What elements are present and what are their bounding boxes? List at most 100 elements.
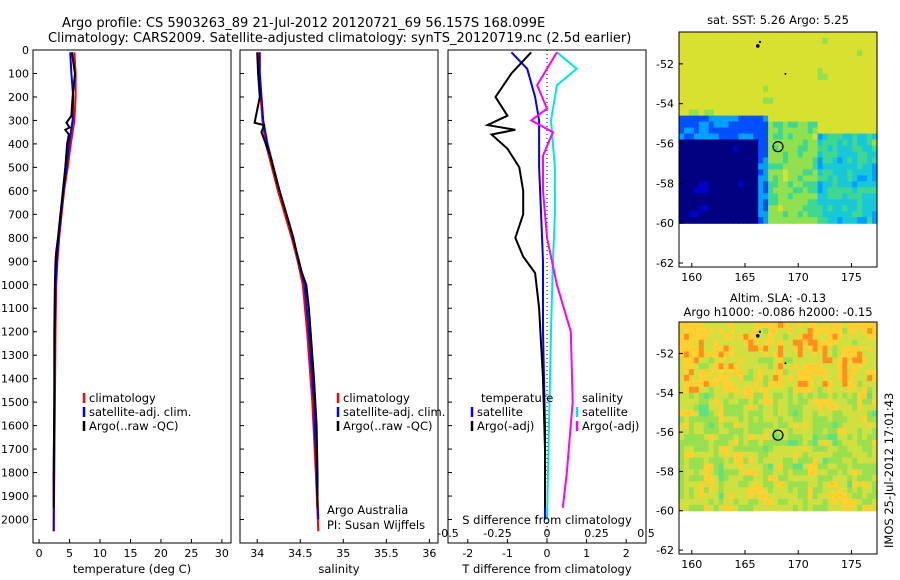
map-cell [728,211,735,218]
map-cell [802,49,809,57]
map-cell [862,375,868,382]
map-cell [812,333,819,341]
map-cell [748,322,754,329]
map-cell [758,79,764,87]
map-cell [847,451,853,459]
profile-location-marker [772,141,784,153]
map-cell [797,157,804,165]
map-cell [782,469,789,476]
y-tick-label: 600 [8,185,29,198]
map-cell [857,37,863,45]
map-cell [723,469,730,476]
map-cell [768,193,774,200]
map-cell [748,73,754,81]
map-cell [817,322,824,329]
map-cell [693,345,700,353]
map-cell [778,487,784,494]
map-cell [827,73,834,81]
map-cell [792,363,799,370]
map-cell [792,139,799,147]
map-cell [842,410,848,417]
map-cell [797,163,804,171]
map-cell [743,451,749,459]
map-cell [708,363,715,370]
map-cell [822,434,829,441]
map-cell [822,121,829,129]
map-cell [723,32,730,39]
map-cell [817,61,824,69]
map-cell [733,181,739,188]
map-cell [733,404,739,412]
map-cell [748,37,754,45]
map-cell [753,404,759,412]
map-cell [792,32,799,39]
map-cell [773,327,779,335]
map-cell [872,504,878,512]
legend-entry: satellite [477,405,523,419]
map-cell [708,404,715,412]
map-cell [832,333,838,341]
map-cell [708,193,715,200]
map-cell [852,187,858,194]
map-cell [763,345,769,353]
map-cell [768,333,774,341]
map-cell [867,357,873,364]
map-cell [857,217,863,224]
x-tick-label: 10 [93,547,107,560]
map-cell [862,181,868,188]
map-cell [738,445,744,453]
map-cell [807,469,814,476]
map-cell [738,333,744,341]
map-cells [679,322,878,512]
map-cell [812,363,819,370]
map-cell [797,386,804,394]
map-cell [792,79,799,87]
map-cell [802,73,809,81]
map-cell [778,345,784,353]
map-cell [842,469,848,476]
map-cell [872,157,878,165]
map-cell [693,410,700,417]
map-cell [867,115,873,123]
map-cell [763,369,769,376]
map-cell [837,133,843,141]
map-cell [837,375,843,382]
map-cell [683,357,690,364]
map-cell [773,151,779,159]
map-cell [753,369,759,376]
map-cell [713,439,720,447]
map-cell [748,115,754,123]
map-cell [773,416,779,423]
map-cell [758,61,764,69]
map-cell [753,410,759,417]
map-cell [842,109,848,117]
map-cell [812,85,819,93]
map-cell [708,445,715,453]
float-track-point [784,72,787,75]
map-cell [842,163,848,171]
map-cell [792,193,799,200]
map-cell [807,139,814,147]
map-cell [812,211,819,218]
map-cell [748,493,754,500]
map-cell [867,127,873,135]
map-cell [758,85,764,93]
map-cell [773,187,779,194]
map-cell [728,422,735,429]
map-cell [758,169,764,176]
map-cell [703,175,710,182]
map-cell [733,357,739,364]
map-cell [743,493,749,500]
map-cell [708,463,715,471]
map-cell [708,49,715,57]
map-cell [768,151,774,159]
map-cell [738,37,744,45]
map-cell [743,109,749,117]
map-cell [852,351,858,358]
map-cell [787,410,794,417]
map-cell [867,481,873,488]
map-cell [679,193,685,200]
map-cell [713,498,720,506]
map-cell [827,157,834,165]
map-cell [693,369,700,376]
